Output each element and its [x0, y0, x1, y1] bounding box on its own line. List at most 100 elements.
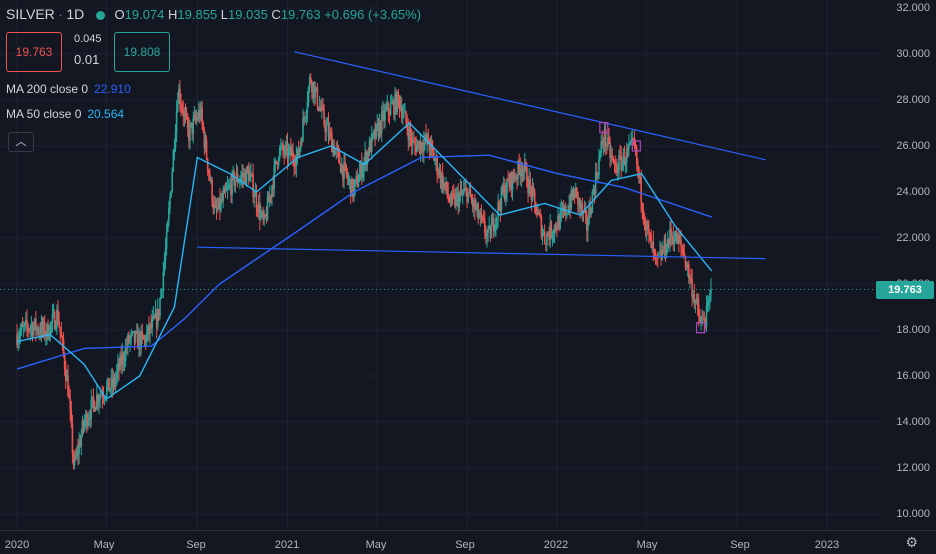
candle-body [291, 151, 293, 157]
candle-body [554, 224, 557, 229]
candle-body [394, 93, 396, 115]
candle-body [132, 331, 135, 333]
candle-body [464, 188, 466, 191]
candle-body [321, 105, 323, 111]
candle-body [374, 130, 376, 139]
candle-body [436, 157, 438, 175]
chart-area[interactable] [0, 0, 880, 530]
candle-body [543, 231, 546, 244]
candle-body [673, 240, 676, 244]
symbol-name[interactable]: SILVER [6, 6, 55, 22]
candle-body [377, 123, 380, 137]
candle-body [313, 82, 315, 98]
candle-body [27, 326, 29, 330]
candle-body [43, 321, 46, 337]
candle-body [701, 318, 703, 323]
candle-body [519, 167, 522, 177]
candle-body [570, 189, 573, 209]
candle-body [447, 193, 450, 198]
candle-body [455, 194, 457, 206]
time-axis[interactable]: 2020 May Sep 2021 May Sep 2022 May Sep 2… [0, 530, 936, 554]
candle-body [431, 145, 434, 152]
price-axis[interactable]: 32.000 30.000 28.000 26.000 24.000 22.00… [880, 0, 936, 553]
candle-body [114, 377, 117, 385]
time-tick: 2021 [274, 539, 300, 551]
candle-body [705, 306, 708, 327]
candle-body [28, 329, 30, 331]
candle-body [214, 204, 217, 207]
candle-body [108, 378, 110, 392]
candle-body [441, 173, 444, 189]
ma200-legend[interactable]: MA 200 close 0 22.910 [6, 82, 131, 96]
candle-body [411, 140, 414, 145]
candle-body [502, 185, 505, 193]
candle-body [598, 157, 600, 176]
candle-body [280, 146, 282, 148]
candle-body [710, 288, 712, 294]
chevron-up-icon[interactable]: ︿ [8, 132, 34, 152]
candle-body [49, 323, 52, 337]
candle-body [245, 167, 248, 185]
candle-body [368, 140, 371, 156]
candle-body [127, 335, 129, 348]
candle-body [423, 141, 425, 153]
candle-body [225, 189, 228, 191]
candle-body [200, 107, 202, 118]
candle-body [478, 217, 481, 219]
candle-body [334, 150, 336, 156]
candle-body [328, 131, 331, 137]
candle-body [17, 339, 19, 345]
gear-icon[interactable]: ⚙ [905, 534, 918, 550]
candle-body [704, 323, 707, 327]
candle-body [439, 168, 442, 184]
sell-button[interactable]: 19.763 [6, 32, 62, 72]
candle-body [461, 193, 464, 195]
candle-body [415, 144, 417, 153]
candle-body [512, 172, 515, 178]
quantity-value[interactable]: 0.01 [74, 52, 100, 67]
interval-label[interactable]: 1D [66, 6, 85, 22]
candle-body [479, 212, 482, 218]
candle-body [702, 318, 705, 320]
candle-body [325, 124, 328, 133]
candle-body [21, 325, 24, 327]
candle-body [552, 233, 555, 235]
candle-body [503, 185, 506, 200]
candle-body [619, 155, 621, 157]
candle-body [372, 133, 374, 135]
ma50-legend[interactable]: MA 50 close 0 20.564 [6, 107, 124, 121]
candle-body [651, 242, 654, 249]
candle-body [20, 325, 23, 332]
candle-body [404, 111, 406, 113]
candle-body [141, 331, 144, 336]
candle-body [379, 121, 382, 133]
candle-body [513, 177, 516, 180]
candle-body [620, 155, 622, 170]
candle-body [497, 202, 499, 218]
candle-body [536, 214, 538, 216]
price-chart[interactable] [0, 0, 880, 530]
candle-body [233, 172, 236, 187]
candle-body [480, 212, 483, 217]
candle-body [367, 151, 370, 156]
candle-body [414, 141, 416, 145]
candle-body [670, 228, 672, 237]
low-value: 19.035 [228, 7, 268, 22]
candle-body [152, 315, 155, 319]
candle-body [66, 375, 68, 381]
candle-body [156, 309, 159, 328]
candle-body [33, 318, 36, 327]
candle-body [160, 290, 162, 299]
candle-body [373, 130, 375, 134]
candle-body [674, 231, 677, 241]
candle-body [407, 129, 410, 141]
candle-body [467, 192, 469, 202]
candle-body [428, 144, 431, 151]
candle-body [226, 187, 229, 190]
candle-body [355, 176, 358, 180]
candle-body [72, 453, 75, 466]
candle-body [638, 167, 640, 179]
candle-body [393, 100, 395, 115]
buy-button[interactable]: 19.808 [114, 32, 170, 72]
candle-body [511, 172, 514, 191]
